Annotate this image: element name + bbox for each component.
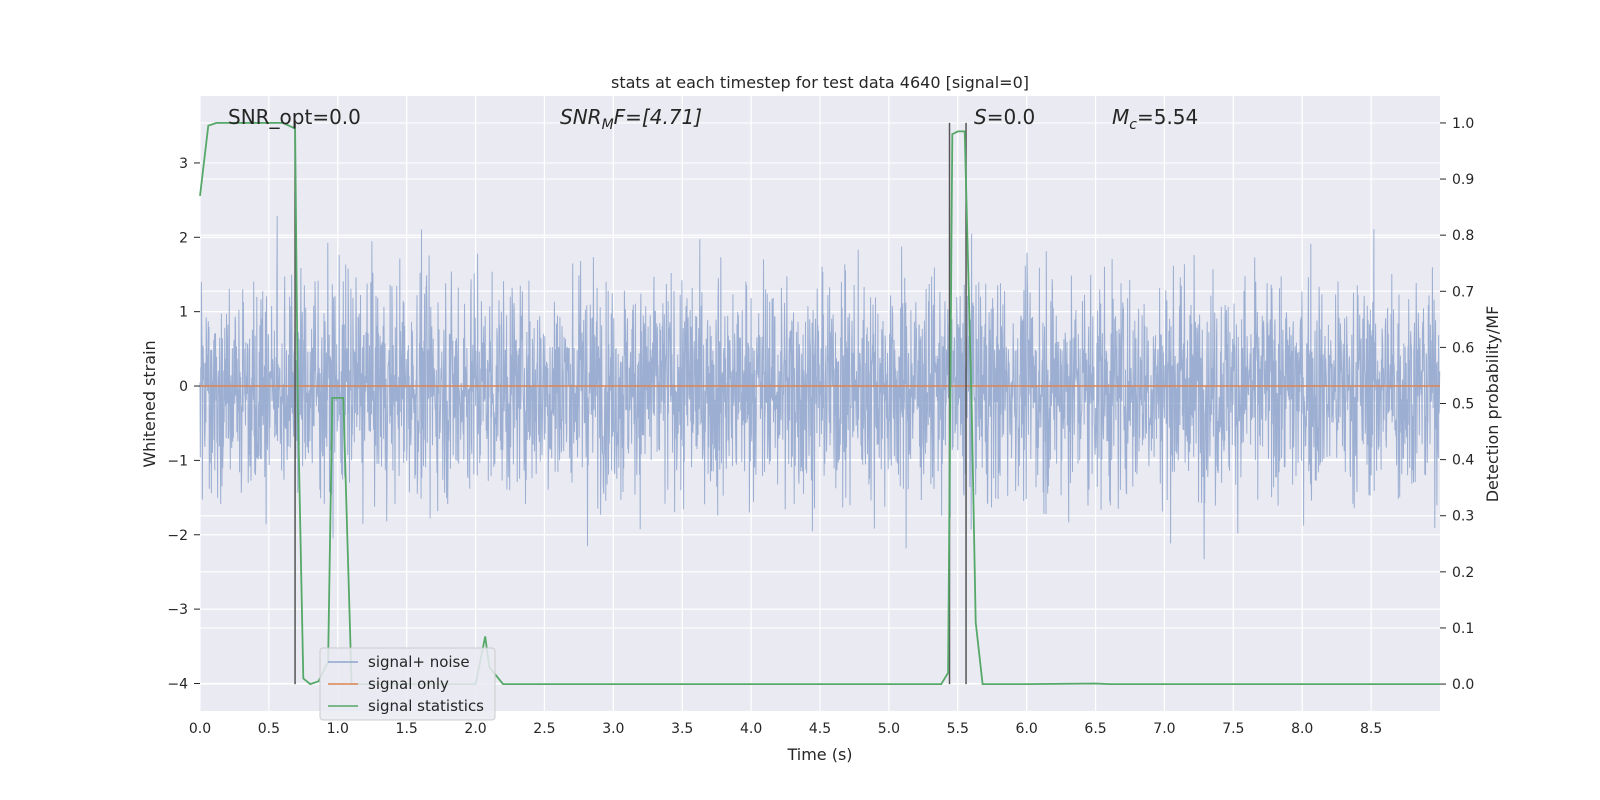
annotation-s: S=0.0 [974,105,1035,129]
y-tick-label: −3 [167,602,188,618]
y-tick-label: 0 [179,379,188,395]
y-tick-label: 3 [179,156,188,172]
y-right-tick-label: 0.0 [1452,677,1474,693]
x-tick-label: 3.5 [671,721,693,737]
x-tick-label: 5.5 [947,721,969,737]
y-right-tick-label: 0.9 [1452,172,1474,188]
snr-mf-subscript: M [602,117,614,133]
legend-box [319,647,496,721]
y-axis-label: Whitened strain [140,340,159,467]
mc-label: M [1112,105,1129,129]
legend-label-signal-noise: signal+ noise [368,653,470,671]
annotation-snr-mf: SNRMF=[4.71] [560,105,702,133]
chart-title: stats at each timestep for test data 464… [611,73,1029,92]
y-axis-right-ticks: 1.0 0.9 0.8 0.7 0.6 0.5 0.4 0.3 0.2 0.1 0.0 [1440,116,1474,693]
mc-subscript: c [1129,117,1137,133]
x-tick-label: 4.0 [740,721,762,737]
x-tick-label: 2.0 [464,721,486,737]
y-right-tick-label: 0.8 [1452,228,1474,244]
x-tick-label: 7.5 [1222,721,1244,737]
y-tick-label: 2 [179,230,188,246]
signal-statistics-line [199,122,1440,686]
series-signal-noise [199,216,1441,560]
y-tick-label: 1 [179,305,188,321]
snr-mf-label: SNR [560,105,602,129]
y-right-tick-label: 0.3 [1452,509,1474,525]
mc-value: =5.54 [1137,105,1198,129]
legend: signal+ noise signal only signal statist… [319,647,496,721]
y-tick-label: −4 [167,676,188,692]
x-tick-label: 2.5 [533,721,555,737]
x-tick-label: 4.5 [809,721,831,737]
y-axis-right-label: Detection probability/MF [1483,306,1502,503]
s-label: S [974,105,987,129]
y-right-tick-label: 0.5 [1452,397,1474,413]
x-tick-label: 3.0 [602,721,624,737]
y-tick-label: −1 [167,453,188,469]
x-tick-label: 5.0 [878,721,900,737]
signal-noise-line [199,216,1441,560]
s-value: =0.0 [987,105,1036,129]
x-tick-label: 6.5 [1084,721,1106,737]
x-tick-label: 1.0 [327,721,349,737]
x-tick-label: 0.5 [258,721,280,737]
series-signal-statistics [199,122,1440,686]
y-right-tick-label: 0.2 [1452,565,1474,581]
y-right-tick-label: 0.1 [1452,621,1474,637]
x-axis-ticks: 0.0 0.5 1.0 1.5 2.0 2.5 3.0 3.5 4.0 4.5 5.0 5.5 6.0 6… [189,721,1382,737]
y-tick-label: −2 [167,528,188,544]
y-axis-ticks: 3 2 1 0 −1 −2 −3 −4 [167,156,200,692]
snr-mf-tail: F=[4.71] [614,105,702,129]
y-right-tick-label: 0.7 [1452,284,1474,300]
x-tick-label: 7.0 [1153,721,1175,737]
x-tick-label: 6.0 [1016,721,1038,737]
legend-label-signal-only: signal only [368,675,449,693]
legend-label-signal-statistics: signal statistics [368,697,484,715]
annotation-mc: Mc=5.54 [1112,105,1198,133]
x-axis-label: Time (s) [786,745,852,764]
x-tick-label: 1.5 [396,721,418,737]
x-tick-label: 8.0 [1291,721,1313,737]
y-right-tick-label: 0.6 [1452,340,1474,356]
y-right-tick-label: 1.0 [1452,116,1474,132]
annotation-snr-opt: SNR_opt=0.0 [228,105,361,129]
y-right-tick-label: 0.4 [1452,453,1474,469]
x-tick-label: 0.0 [189,721,211,737]
x-tick-label: 8.5 [1360,721,1382,737]
